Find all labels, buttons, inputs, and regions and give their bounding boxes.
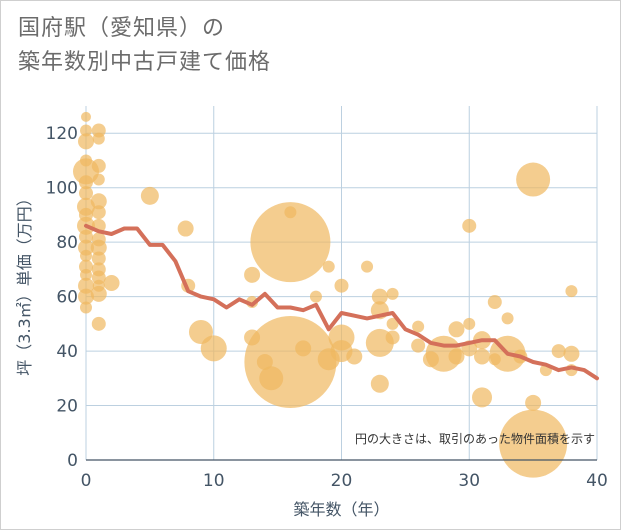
- x-tick-label: 40: [586, 471, 608, 491]
- data-bubble: [499, 409, 568, 478]
- data-bubble: [334, 278, 349, 293]
- data-bubble: [371, 288, 388, 305]
- data-bubble: [322, 260, 335, 273]
- y-tick-label: 120: [46, 124, 78, 144]
- data-bubble: [90, 285, 107, 302]
- x-tick-label: 0: [81, 471, 92, 491]
- chart-title-line-2: 築年数別中古戸建て価格: [18, 50, 272, 75]
- chart-title-line-1: 国府駅（愛知県）の: [18, 16, 226, 41]
- x-tick-label: 10: [203, 471, 225, 491]
- data-bubble: [80, 249, 92, 262]
- data-bubble: [80, 124, 92, 137]
- data-bubble: [462, 218, 477, 233]
- data-bubble: [79, 186, 93, 201]
- x-tick-label: 20: [331, 471, 353, 491]
- y-tick-label: 0: [67, 451, 78, 471]
- average-line-series: [84, 223, 599, 381]
- data-bubble: [91, 316, 106, 331]
- data-bubble: [370, 374, 389, 393]
- data-bubble: [79, 175, 93, 190]
- data-bubble: [244, 266, 261, 283]
- data-bubble: [250, 202, 331, 283]
- data-bubble: [411, 338, 426, 353]
- data-bubble: [80, 301, 92, 314]
- data-bubble: [91, 205, 106, 220]
- data-bubble: [244, 315, 337, 408]
- data-bubble: [412, 320, 425, 333]
- data-bubble: [177, 220, 194, 237]
- data-bubble: [295, 340, 312, 357]
- data-bubble: [91, 158, 106, 173]
- data-bubble: [565, 285, 578, 298]
- data-bubble: [200, 335, 227, 362]
- data-bubble: [463, 317, 476, 330]
- average-price-line: [84, 223, 599, 381]
- data-bubble: [448, 321, 465, 338]
- data-bubble: [90, 193, 107, 210]
- data-bubble: [103, 275, 120, 291]
- y-tick-label: 40: [56, 342, 78, 362]
- data-bubble: [448, 348, 465, 365]
- y-axis-label: 坪（3.3㎡）単価（万円）: [15, 190, 34, 375]
- data-bubble: [551, 344, 566, 359]
- data-bubble: [385, 330, 400, 345]
- x-tick-label: 30: [458, 471, 480, 491]
- data-bubble: [474, 348, 491, 365]
- axes: 0 10 20 30 40 0 20 40 60 80 100 120: [46, 124, 608, 491]
- data-bubble: [386, 287, 399, 300]
- data-bubble: [92, 132, 105, 145]
- data-bubble: [361, 260, 374, 273]
- data-bubble: [91, 251, 106, 266]
- data-bubble: [78, 133, 94, 150]
- bubble-series: [73, 111, 580, 478]
- data-bubble: [525, 394, 542, 411]
- data-bubble: [516, 162, 551, 197]
- data-bubble: [309, 290, 322, 303]
- size-legend-note: 円の大きさは、取引のあった物件面積を示す: [355, 431, 595, 446]
- data-bubble: [386, 317, 399, 330]
- data-bubble: [78, 288, 94, 305]
- y-tick-label: 20: [56, 397, 78, 417]
- data-bubble: [346, 348, 363, 365]
- data-bubble: [90, 239, 107, 256]
- x-axis-label: 築年数（年）: [293, 500, 389, 519]
- data-bubble: [80, 268, 92, 281]
- data-bubble: [563, 345, 580, 362]
- data-bubble: [79, 229, 93, 244]
- data-bubble: [472, 387, 493, 408]
- data-bubble: [487, 295, 502, 310]
- data-bubble: [92, 173, 105, 186]
- y-tick-label: 60: [56, 288, 78, 308]
- data-bubble: [140, 186, 159, 205]
- data-bubble: [81, 111, 91, 122]
- y-tick-label: 80: [56, 233, 78, 253]
- y-tick-label: 100: [46, 179, 78, 199]
- chart-title: 国府駅（愛知県）の 築年数別中古戸建て価格: [18, 12, 271, 80]
- data-bubble: [501, 312, 514, 325]
